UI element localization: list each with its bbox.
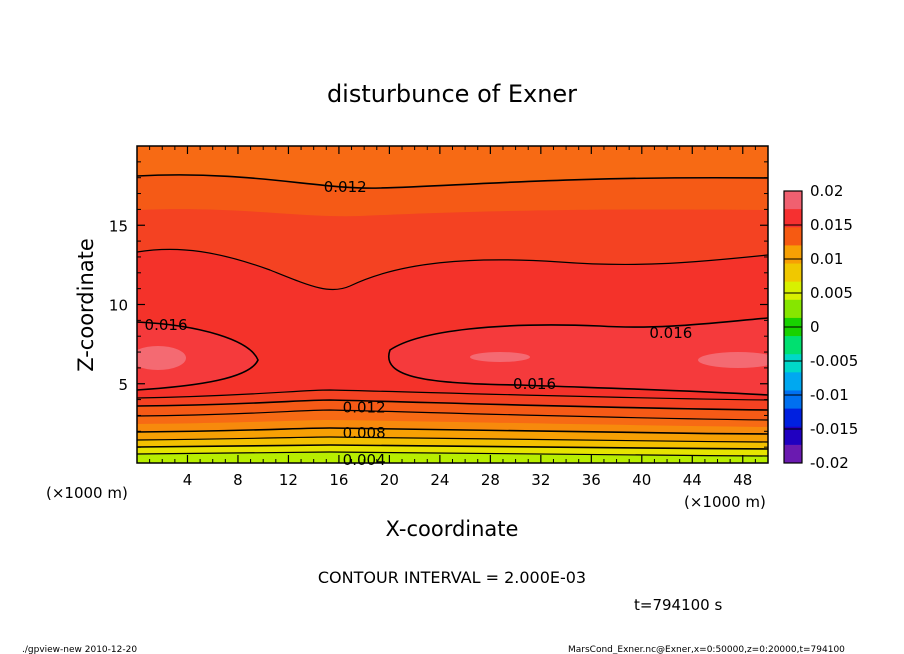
colorbar-tick-label: 0.01 bbox=[810, 250, 843, 268]
colorbar-tick-label: -0.02 bbox=[810, 454, 849, 472]
time-label: t=794100 s bbox=[634, 596, 722, 614]
x-tick-label: 48 bbox=[733, 471, 752, 489]
band-0.016-right bbox=[388, 318, 768, 395]
max-region-center bbox=[470, 352, 530, 362]
colorbar-tick-label: 0.005 bbox=[810, 284, 853, 302]
colorbar-swatch bbox=[784, 227, 802, 246]
max-region-left bbox=[137, 346, 186, 370]
colorbar-swatch bbox=[784, 209, 802, 228]
x-tick-label: 8 bbox=[233, 471, 243, 489]
contour-line-0.014 bbox=[137, 248, 768, 291]
colorbar: 0.02 0.015 0.01 0.005 0 -0.005 -0.01 -0.015 -0.0… bbox=[783, 182, 858, 472]
y-axis-label: Z-coordinate bbox=[74, 238, 98, 372]
x-axis-label: X-coordinate bbox=[386, 517, 519, 541]
y-axis-ticks: 5 10 15 bbox=[109, 161, 768, 448]
colorbar-swatch bbox=[784, 354, 802, 373]
contour-label: 0.016 bbox=[145, 316, 188, 334]
colorbar-swatch bbox=[784, 245, 802, 265]
contour-label: 0.012 bbox=[343, 399, 386, 417]
band-0.002-low bbox=[137, 452, 768, 463]
contour-line-0.004-low bbox=[137, 444, 768, 450]
filled-contours bbox=[137, 146, 768, 463]
contour-label: 0.008 bbox=[343, 424, 386, 442]
chart-title: disturbunce of Exner bbox=[327, 80, 577, 108]
colorbar-swatch bbox=[784, 444, 802, 464]
contour-line-0.002-low bbox=[137, 451, 768, 457]
x-tick-label: 16 bbox=[329, 471, 348, 489]
colorbar-swatch bbox=[784, 372, 802, 391]
contour-label: 0.016 bbox=[649, 324, 692, 342]
colorbar-swatch bbox=[784, 408, 802, 428]
colorbar-tick-label: 0 bbox=[810, 318, 820, 336]
colorbar-tick-label: 0.015 bbox=[810, 216, 853, 234]
footer-left: ./gpview-new 2010-12-20 bbox=[22, 645, 137, 654]
colorbar-tick-label: -0.005 bbox=[810, 352, 858, 370]
contour-line-0.012-top bbox=[137, 174, 768, 189]
colorbar-tick-label: 0.02 bbox=[810, 182, 843, 200]
band-0.016-left bbox=[137, 322, 258, 390]
x-tick-label: 24 bbox=[430, 471, 449, 489]
contour-line-0.012-low bbox=[137, 399, 768, 411]
x-tick-label: 28 bbox=[481, 471, 500, 489]
contour-label: 0.012 bbox=[324, 178, 367, 196]
contour-lines bbox=[137, 174, 768, 457]
colorbar-tick-label: -0.015 bbox=[810, 420, 858, 438]
contour-label: 0.016 bbox=[513, 375, 556, 393]
contour-line-0.014-low bbox=[137, 389, 768, 401]
x-tick-label: 12 bbox=[279, 471, 298, 489]
y-tick-label: 5 bbox=[118, 376, 128, 394]
colorbar-swatch bbox=[784, 263, 802, 283]
colorbar-swatch bbox=[784, 336, 802, 355]
colorbar-tick-label: -0.01 bbox=[810, 386, 849, 404]
footer-right: MarsCond_Exner.nc@Exner,x=0:50000,z=0:20… bbox=[568, 645, 845, 654]
colorbar-swatch bbox=[784, 191, 802, 210]
x-unit-left: (×1000 m) bbox=[46, 484, 128, 502]
colorbar-swatch bbox=[784, 299, 802, 319]
x-tick-label: 4 bbox=[183, 471, 193, 489]
y-tick-label: 15 bbox=[109, 217, 128, 235]
x-tick-label: 20 bbox=[380, 471, 399, 489]
x-unit-right: (×1000 m) bbox=[684, 493, 766, 511]
contour-line-0.016-right bbox=[387, 317, 768, 396]
contour-interval-label: CONTOUR INTERVAL = 2.000E-03 bbox=[318, 568, 586, 587]
y-tick-label: 10 bbox=[109, 297, 128, 315]
contour-line-0.006-low bbox=[137, 436, 768, 443]
x-tick-label: 44 bbox=[683, 471, 702, 489]
max-region-right bbox=[698, 352, 768, 368]
colorbar-swatch bbox=[784, 281, 802, 301]
x-tick-label: 40 bbox=[632, 471, 651, 489]
x-axis-ticks: 4 8 12 16 20 24 28 32 36 40 44 48 bbox=[149, 146, 756, 489]
colorbar-swatch bbox=[784, 426, 802, 446]
contour-line-0.008-low bbox=[137, 427, 768, 435]
contour-line-0.016-left bbox=[137, 321, 259, 391]
colorbar-swatch bbox=[784, 390, 802, 410]
contour-line-0.010-low bbox=[137, 409, 768, 421]
x-tick-label: 36 bbox=[582, 471, 601, 489]
x-tick-label: 32 bbox=[531, 471, 550, 489]
